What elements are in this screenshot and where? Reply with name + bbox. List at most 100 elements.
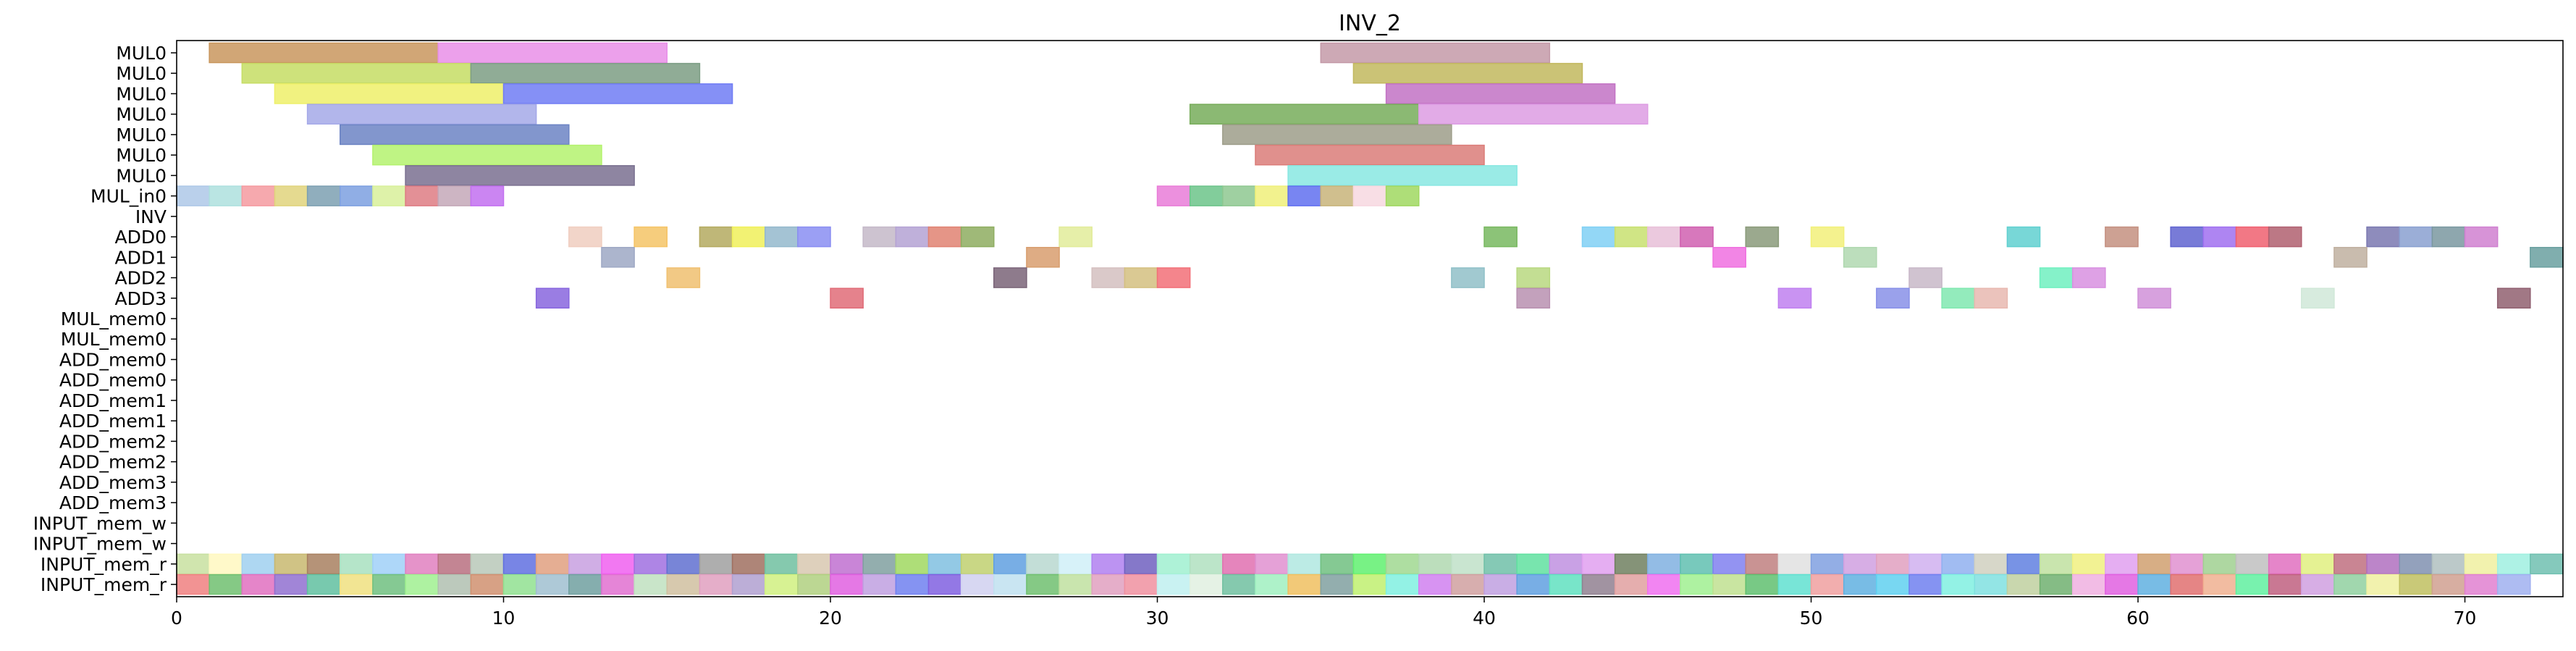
y-tick-label: INPUT_mem_w bbox=[33, 534, 167, 555]
gantt-bar bbox=[634, 553, 668, 575]
gantt-bar bbox=[2170, 574, 2205, 595]
gantt-bar bbox=[830, 574, 864, 595]
gantt-bar bbox=[1647, 226, 1681, 248]
gantt-bar bbox=[470, 62, 701, 84]
gantt-bar bbox=[699, 574, 733, 595]
gantt-bar bbox=[1091, 553, 1126, 575]
gantt-bar bbox=[1255, 185, 1289, 206]
gantt-bar bbox=[209, 574, 243, 595]
gantt-bar bbox=[2202, 574, 2237, 595]
gantt-bar bbox=[1712, 574, 1746, 595]
gantt-bar bbox=[862, 574, 897, 595]
gantt-bar bbox=[2071, 574, 2106, 595]
gantt-bar bbox=[1026, 553, 1060, 575]
gantt-bar bbox=[1974, 287, 2008, 309]
gantt-bar bbox=[1058, 574, 1093, 595]
gantt-bar bbox=[535, 574, 570, 595]
gantt-bar bbox=[1385, 185, 1420, 206]
gantt-bar bbox=[1124, 574, 1158, 595]
gantt-bar bbox=[176, 574, 210, 595]
gantt-bar bbox=[1222, 553, 1256, 575]
gantt-bar bbox=[1941, 287, 1976, 309]
gantt-bar bbox=[666, 553, 701, 575]
gantt-bar bbox=[1908, 574, 1942, 595]
gantt-bar bbox=[666, 574, 701, 595]
gantt-bar bbox=[2071, 553, 2106, 575]
gantt-bar bbox=[797, 553, 831, 575]
gantt-bar bbox=[1941, 553, 1976, 575]
gantt-bar bbox=[1352, 553, 1387, 575]
gantt-bar bbox=[470, 574, 505, 595]
gantt-bar bbox=[405, 553, 439, 575]
gantt-bar bbox=[2333, 246, 2367, 268]
gantt-bar bbox=[1549, 553, 1583, 575]
gantt-bar bbox=[470, 185, 505, 206]
y-tick-label: ADD_mem3 bbox=[59, 472, 167, 493]
x-tick-label: 30 bbox=[1146, 608, 1169, 629]
gantt-bar bbox=[1712, 553, 1746, 575]
gantt-bar bbox=[209, 553, 243, 575]
gantt-bar bbox=[1091, 267, 1126, 288]
gantt-bar bbox=[1680, 553, 1714, 575]
y-tick-label: MUL0 bbox=[116, 83, 167, 104]
gantt-bar bbox=[1124, 267, 1158, 288]
gantt-bar bbox=[731, 226, 766, 248]
gantt-bar bbox=[1156, 267, 1191, 288]
gantt-bar bbox=[1451, 267, 1485, 288]
gantt-bar bbox=[1222, 185, 1256, 206]
gantt-bar bbox=[1287, 574, 1322, 595]
y-tick-label: MUL0 bbox=[116, 165, 167, 186]
gantt-bar bbox=[1581, 574, 1616, 595]
gantt-bar bbox=[1156, 553, 1191, 575]
gantt-bar bbox=[2137, 553, 2171, 575]
gantt-bar bbox=[1516, 267, 1551, 288]
x-tick-label: 10 bbox=[492, 608, 515, 629]
gantt-bar bbox=[2202, 553, 2237, 575]
y-tick-label: ADD3 bbox=[114, 288, 167, 309]
gantt-bar bbox=[960, 574, 995, 595]
gantt-bar bbox=[2431, 574, 2466, 595]
gantt-bar bbox=[1745, 553, 1780, 575]
gantt-bar bbox=[2301, 553, 2335, 575]
y-tick-label: MUL_in0 bbox=[91, 186, 167, 207]
y-tick-label: MUL0 bbox=[116, 104, 167, 125]
gantt-bar bbox=[1745, 574, 1780, 595]
gantt-bar bbox=[1647, 553, 1681, 575]
gantt-bar bbox=[1647, 574, 1681, 595]
gantt-bar bbox=[993, 574, 1027, 595]
gantt-bar bbox=[274, 553, 308, 575]
bars-layer bbox=[176, 42, 2564, 595]
gantt-bar bbox=[1680, 226, 1714, 248]
gantt-bar bbox=[2039, 553, 2074, 575]
gantt-bar bbox=[1810, 226, 1845, 248]
gantt-bar bbox=[2268, 553, 2302, 575]
gantt-bar bbox=[2268, 226, 2302, 248]
gantt-bar bbox=[1026, 246, 1060, 268]
gantt-bar bbox=[1549, 574, 1583, 595]
gantt-bar bbox=[1614, 553, 1649, 575]
gantt-bar bbox=[960, 226, 995, 248]
gantt-bar bbox=[2071, 267, 2106, 288]
y-axis: MUL0MUL0MUL0MUL0MUL0MUL0MUL0MUL_in0INVAD… bbox=[33, 43, 177, 595]
gantt-bar bbox=[1320, 185, 1355, 206]
gantt-bar bbox=[1385, 83, 1616, 104]
x-tick-label: 20 bbox=[819, 608, 842, 629]
gantt-bar bbox=[176, 553, 210, 575]
gantt-bar bbox=[2399, 226, 2433, 248]
y-tick-label: MUL0 bbox=[116, 43, 167, 64]
x-tick-label: 70 bbox=[2454, 608, 2477, 629]
gantt-bar bbox=[601, 574, 635, 595]
chart-title: INV_2 bbox=[1339, 11, 1401, 36]
gantt-bar bbox=[666, 267, 701, 288]
gantt-bar bbox=[1483, 226, 1518, 248]
gantt-bar bbox=[1058, 226, 1093, 248]
gantt-bar bbox=[340, 574, 374, 595]
gantt-bar bbox=[2170, 226, 2205, 248]
gantt-bar bbox=[2530, 553, 2564, 575]
gantt-bar bbox=[993, 553, 1027, 575]
gantt-bar bbox=[1320, 42, 1551, 64]
gantt-bar bbox=[372, 144, 602, 166]
gantt-bar bbox=[1156, 574, 1191, 595]
gantt-bar bbox=[699, 553, 733, 575]
gantt-bar bbox=[1777, 553, 1812, 575]
